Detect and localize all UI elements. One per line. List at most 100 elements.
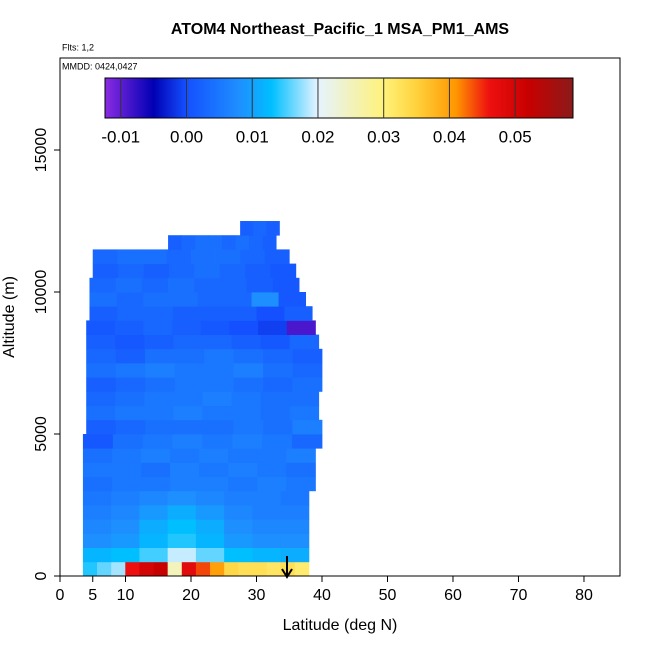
- heat-cell: [292, 348, 323, 364]
- plot-frame: [59, 57, 621, 577]
- heat-cell: [115, 277, 143, 293]
- heat-cell: [224, 547, 253, 563]
- heat-cell: [174, 377, 205, 392]
- heat-cell: [278, 292, 307, 307]
- heat-cell: [111, 476, 142, 492]
- heat-cell: [86, 334, 116, 350]
- x-axis-label: Latitude (deg N): [283, 617, 398, 634]
- heat-cell: [286, 320, 316, 336]
- heat-cell: [240, 221, 254, 236]
- heat-cell: [92, 249, 118, 265]
- colorbar-tick-label: 0.01: [236, 127, 269, 146]
- heat-cell: [228, 476, 258, 492]
- heat-cell: [231, 405, 261, 421]
- heat-cell: [253, 221, 267, 236]
- heat-cell: [292, 363, 323, 378]
- heat-cell: [202, 334, 232, 350]
- heat-cell: [82, 519, 112, 534]
- heat-cell: [117, 306, 146, 321]
- heat-cell: [89, 292, 117, 307]
- heat-cell: [92, 263, 119, 279]
- heat-cell: [262, 434, 293, 449]
- x-tick-label: 60: [444, 587, 462, 604]
- heat-cell: [249, 235, 264, 250]
- heat-cell: [116, 292, 144, 307]
- heat-cell: [181, 235, 196, 250]
- heat-cell: [115, 377, 146, 392]
- heat-cell: [144, 334, 174, 350]
- heat-cell: [286, 462, 316, 478]
- heat-cell: [252, 533, 282, 549]
- heat-cell: [222, 235, 237, 250]
- heat-cell: [195, 533, 225, 549]
- heat-cell: [266, 221, 280, 236]
- heat-cell: [118, 263, 144, 279]
- heat-cell: [172, 306, 202, 321]
- heat-cell: [263, 363, 293, 378]
- heat-cell: [280, 490, 310, 506]
- heat-cell: [168, 277, 195, 293]
- heat-cell: [215, 249, 241, 265]
- heat-cell: [286, 476, 316, 492]
- y-tick-label: 15000: [33, 128, 50, 173]
- heat-cell: [257, 448, 287, 463]
- heat-cell: [280, 505, 310, 520]
- plot-layer: [82, 221, 323, 577]
- heat-cell: [143, 320, 173, 336]
- heat-cell: [139, 561, 154, 577]
- heat-cell: [111, 547, 140, 563]
- heat-cell: [115, 363, 146, 378]
- heat-cell: [139, 519, 169, 534]
- heat-cell: [224, 561, 239, 577]
- heat-cell: [272, 277, 300, 293]
- x-tick-label: 10: [117, 587, 135, 604]
- heat-cell: [233, 363, 264, 378]
- heat-cell: [86, 377, 117, 392]
- heat-cell: [199, 448, 229, 463]
- heat-cell: [82, 434, 114, 449]
- heat-cell: [202, 434, 233, 449]
- heat-cell: [195, 505, 225, 520]
- heat-cell: [173, 391, 203, 407]
- y-tick-label: 10000: [33, 270, 50, 315]
- heat-cell: [170, 292, 198, 307]
- annotation: MMDD: 0424,0427: [62, 61, 138, 71]
- heat-cell: [195, 547, 225, 563]
- heat-cell: [145, 363, 176, 378]
- heat-cell: [145, 377, 176, 392]
- heat-cell: [257, 476, 287, 492]
- heat-cell: [263, 377, 293, 392]
- heat-cell: [260, 334, 291, 350]
- heat-cell: [292, 419, 323, 435]
- heat-cell: [252, 519, 282, 534]
- colorbar-tick-label: 0.05: [499, 127, 532, 146]
- heat-cell: [174, 363, 205, 378]
- heat-cell: [263, 419, 293, 435]
- heat-cell: [141, 448, 171, 463]
- heat-cell: [224, 533, 253, 549]
- heat-cell: [115, 391, 145, 407]
- heat-cell: [264, 249, 290, 265]
- heat-cell: [82, 547, 112, 563]
- y-tick-label: 5000: [33, 416, 50, 452]
- colorbar-tick-label: 0.04: [433, 127, 466, 146]
- heat-cell: [195, 561, 211, 577]
- heat-cell: [86, 391, 116, 407]
- heat-cell: [235, 235, 250, 250]
- heat-cell: [86, 320, 116, 336]
- heat-cell: [194, 277, 221, 293]
- heat-cell: [111, 505, 140, 520]
- x-tick-label: 50: [379, 587, 397, 604]
- heat-cell: [231, 391, 261, 407]
- heat-cell: [142, 434, 173, 449]
- heat-cell: [111, 561, 126, 577]
- subtitle: Flts: 1,2: [62, 42, 94, 52]
- heat-cell: [199, 476, 229, 492]
- y-tick-label: 0: [33, 571, 50, 580]
- x-tick-label: 5: [88, 587, 97, 604]
- heat-cell: [289, 405, 320, 421]
- heat-cell: [233, 377, 264, 392]
- heat-cell: [228, 462, 258, 478]
- heat-cell: [139, 547, 169, 563]
